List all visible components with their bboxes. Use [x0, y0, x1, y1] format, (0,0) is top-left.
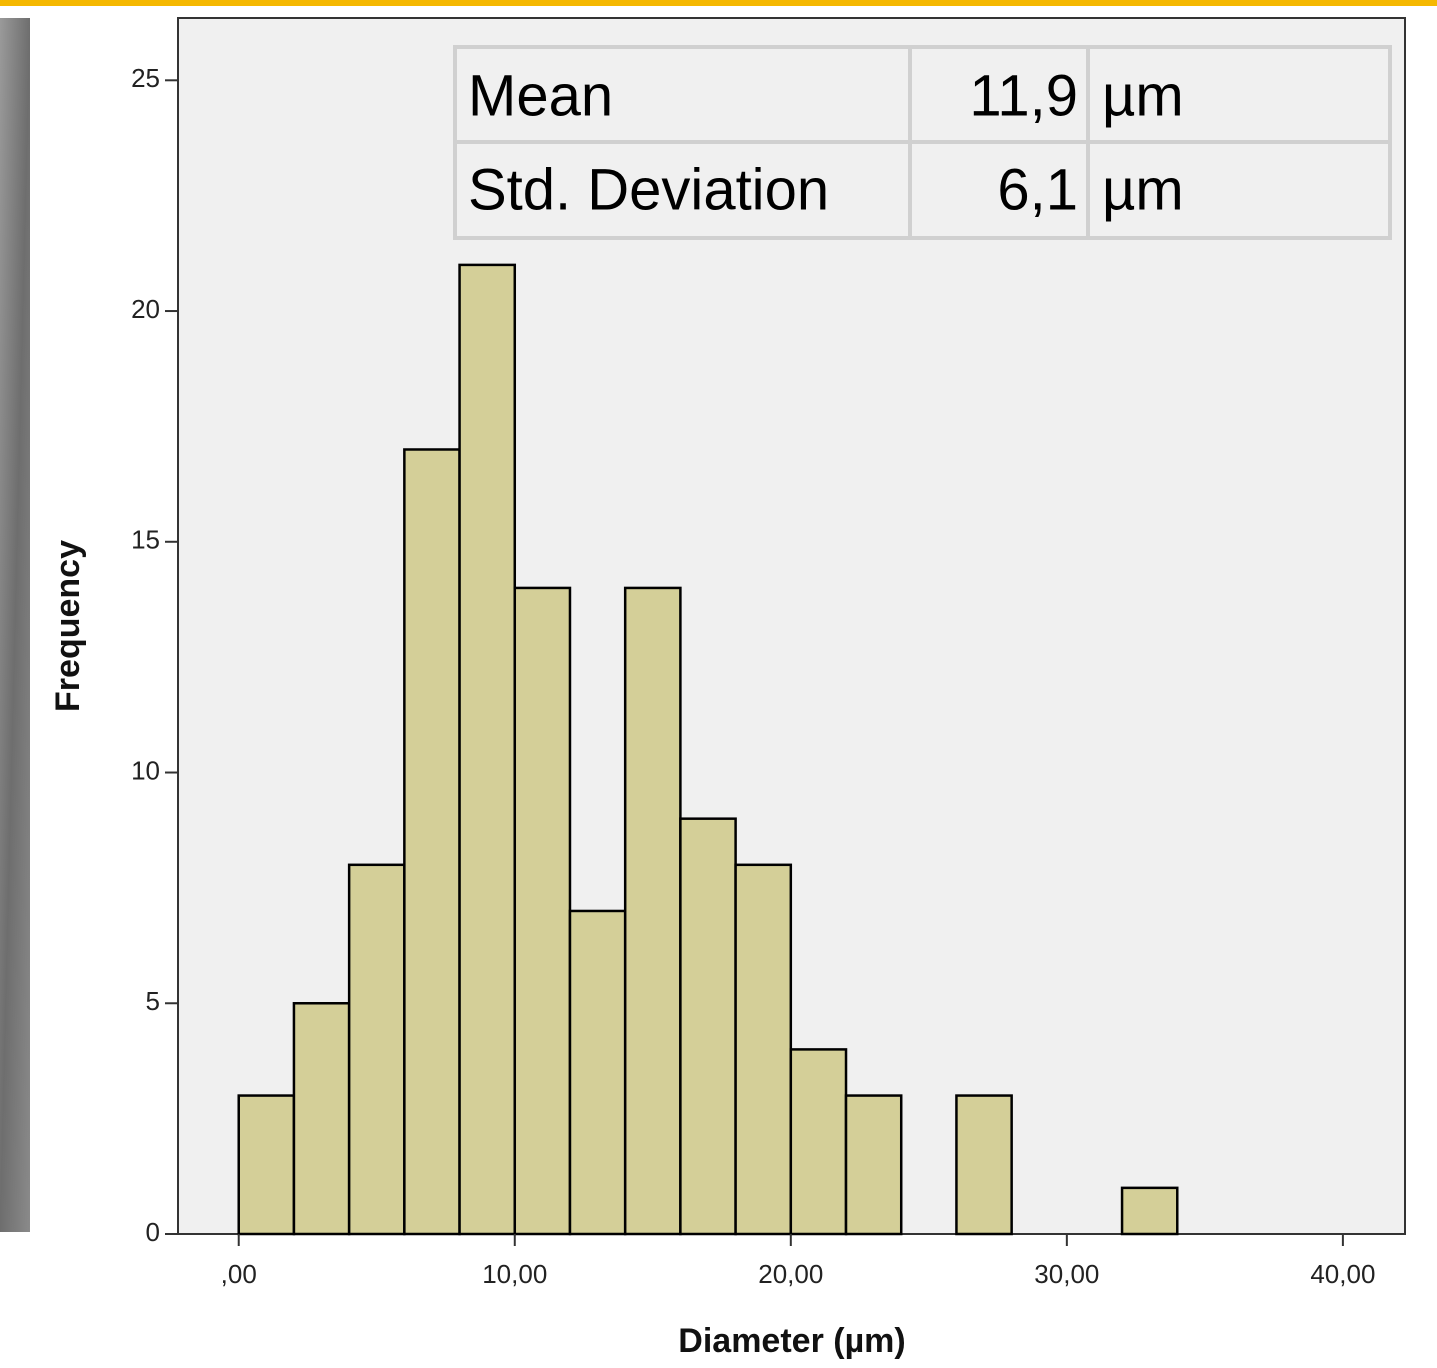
histogram-bar	[458, 263, 517, 1236]
histogram-bar	[623, 586, 682, 1236]
y-tick-label: 5	[146, 986, 160, 1016]
sem-image-strip	[0, 18, 30, 1232]
histogram-bar	[844, 1094, 903, 1236]
stat-value: 6,1	[997, 157, 1078, 222]
histogram-bar	[789, 1048, 848, 1236]
x-tick-label: 30,00	[1034, 1259, 1099, 1289]
histogram-bar	[347, 863, 406, 1236]
histogram-bar	[679, 817, 737, 1236]
histogram-bar	[292, 1002, 351, 1236]
histogram-bar	[734, 863, 793, 1236]
stat-value: 11,9	[969, 63, 1078, 128]
x-tick-label: 10,00	[482, 1259, 547, 1289]
top-bar	[0, 0, 1437, 6]
histogram-bar	[513, 586, 572, 1236]
x-tick-label: 20,00	[758, 1259, 823, 1289]
y-tick-label: 20	[131, 294, 160, 324]
histogram-bar	[403, 448, 461, 1236]
y-tick-label: 0	[146, 1217, 160, 1247]
x-axis-label: Diameter (µm)	[678, 1322, 905, 1360]
stats-table: Mean 11,9 µm Std. Deviation 6,1 µm	[453, 45, 1392, 240]
histogram-bar	[568, 909, 627, 1236]
histogram-bar	[1120, 1186, 1179, 1236]
histogram-bar	[237, 1094, 296, 1236]
histogram-bar	[955, 1094, 1013, 1236]
stat-label: Std. Deviation	[468, 157, 829, 222]
x-tick-label: ,00	[221, 1259, 257, 1289]
y-tick-label: 15	[131, 525, 160, 555]
y-tick-label: 25	[131, 63, 160, 93]
x-tick-label: 40,00	[1310, 1259, 1375, 1289]
y-axis-label: Frequency	[49, 540, 87, 712]
stat-unit: µm	[1102, 157, 1184, 222]
stat-unit: µm	[1102, 63, 1184, 128]
stat-label: Mean	[468, 63, 613, 128]
y-tick-label: 10	[131, 755, 160, 785]
